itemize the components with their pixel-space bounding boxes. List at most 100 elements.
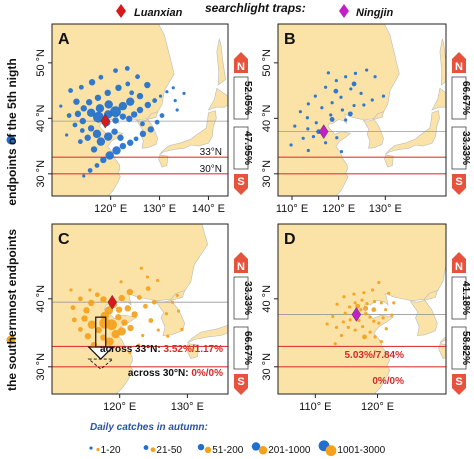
data-point	[175, 293, 179, 297]
north-south-indicator: N 66.67% 33.33% S	[451, 52, 471, 195]
kyushu-landmass	[384, 154, 394, 168]
data-point	[94, 94, 102, 101]
data-point	[115, 306, 123, 313]
row-label-top-text: endpoints of the 5th nigth	[5, 58, 19, 205]
data-point	[373, 75, 377, 79]
legend-items: 1-20 21-50 51-200 201-1000 1001-3000	[89, 440, 386, 457]
data-point	[126, 115, 133, 123]
data-point	[165, 90, 169, 94]
crossing-annotation: 5.03%/7.84%	[345, 350, 405, 361]
legend-blue-marker	[143, 445, 149, 450]
data-point	[100, 296, 107, 303]
data-point	[176, 309, 181, 313]
north-south-indicator: N 41.18% 58.82% S	[451, 252, 471, 395]
legend-item-label: 201-1000	[268, 445, 311, 456]
data-point	[362, 291, 366, 295]
south-letter: S	[237, 176, 244, 188]
data-point	[95, 104, 105, 113]
data-point	[166, 334, 170, 338]
data-point	[341, 320, 345, 324]
data-point	[151, 299, 157, 305]
data-point	[73, 98, 80, 105]
data-point	[346, 325, 350, 329]
data-point	[85, 99, 93, 106]
data-point	[93, 111, 104, 123]
data-point	[129, 90, 135, 96]
data-point	[143, 303, 148, 309]
trap-marker	[107, 294, 117, 310]
data-point	[365, 68, 369, 72]
data-point	[77, 139, 83, 145]
crossing-annotation: across 33°N: 3.52%/1.17%	[100, 344, 223, 355]
movement-arrow-dashed-head	[87, 358, 114, 370]
y-tick-label: 30 °N	[261, 353, 273, 381]
data-point	[88, 299, 95, 307]
data-point	[311, 135, 316, 139]
data-point	[128, 350, 132, 355]
data-point	[361, 325, 365, 329]
data-point	[98, 74, 104, 80]
data-point	[86, 108, 96, 117]
north-percentage: 66.67%	[460, 81, 471, 115]
data-point	[148, 318, 154, 323]
data-point	[135, 74, 140, 80]
data-point	[330, 101, 334, 105]
data-point	[70, 305, 76, 311]
data-point	[145, 275, 150, 279]
data-point	[329, 117, 335, 122]
data-point	[144, 81, 151, 89]
blue-endpoint-icon	[6, 135, 16, 145]
data-point	[68, 88, 73, 93]
data-point	[127, 324, 134, 332]
data-point	[105, 337, 114, 346]
south-letter: S	[237, 376, 244, 388]
legend-orange-marker	[325, 445, 337, 457]
data-point	[88, 288, 92, 292]
data-point	[117, 134, 124, 141]
kyushu-landmass	[438, 343, 446, 359]
data-point	[175, 108, 179, 112]
reference-line-label: 33°N	[200, 147, 222, 158]
north-percentage: 41.18%	[460, 281, 471, 315]
data-point	[126, 97, 135, 106]
orange-endpoint-icon	[6, 335, 16, 345]
data-point	[112, 117, 119, 124]
crossing-annotation: across 30°N: 0%/0%	[128, 368, 223, 379]
legend-title: Daily catches in autumn:	[90, 422, 208, 433]
data-point	[125, 81, 131, 87]
data-point	[353, 301, 357, 305]
row-label-top: endpoints of the 5th nigth	[5, 58, 19, 205]
legend-item-label: 51-200	[212, 445, 244, 456]
sakhalin-landmass	[216, 37, 226, 86]
south-percentage: 47.95%	[242, 131, 253, 165]
data-point	[333, 342, 337, 346]
north-south-indicator: N 33.33% 66.67% S	[233, 252, 253, 395]
data-point	[379, 340, 383, 344]
y-tick-label: 50 °N	[261, 49, 273, 77]
data-point	[99, 317, 111, 329]
data-point	[344, 118, 348, 122]
data-point	[65, 133, 69, 137]
data-point	[353, 71, 358, 75]
panel-b-map	[278, 24, 446, 196]
data-point	[78, 84, 84, 90]
data-point	[335, 136, 339, 140]
south-box	[234, 374, 248, 388]
south-percentage: 33.33%	[460, 131, 471, 165]
data-point	[100, 334, 107, 341]
data-point	[115, 313, 122, 321]
north-percentage-box	[233, 76, 249, 120]
data-point	[124, 65, 130, 71]
data-point	[69, 288, 73, 292]
data-point	[115, 84, 122, 92]
y-tick-label: 50 °N	[35, 49, 47, 77]
data-point	[306, 127, 310, 131]
data-point	[339, 333, 344, 338]
data-point	[342, 295, 346, 299]
data-point	[379, 301, 383, 305]
panel-c-map	[52, 224, 228, 394]
panel-b: B 110° E 120° E 130° E 30 °N 40 °N 50 °N N 66.67…	[261, 23, 471, 215]
data-point	[130, 111, 138, 118]
south-letter: S	[455, 376, 462, 388]
